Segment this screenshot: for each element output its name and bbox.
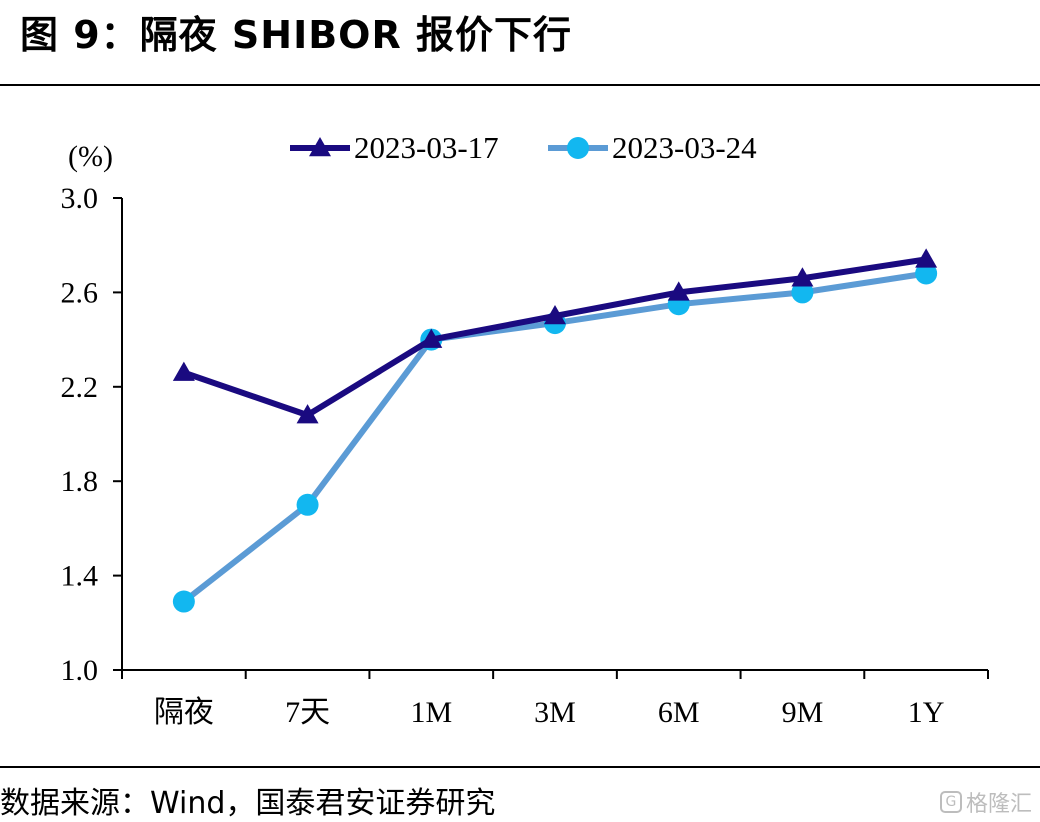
data-point <box>915 262 938 285</box>
y-tick-label: 2.6 <box>61 276 99 309</box>
watermark-text: 格隆汇 <box>965 792 1032 817</box>
x-tick-label: 6M <box>658 696 700 729</box>
x-tick-label: 7天 <box>285 696 330 729</box>
data-point <box>791 267 814 287</box>
y-axis-label: (%) <box>68 140 113 173</box>
data-point <box>915 248 938 268</box>
watermark: G 格隆汇 <box>939 786 1032 818</box>
legend-label: 2023-03-17 <box>354 130 499 165</box>
top-divider <box>0 84 1040 86</box>
bottom-divider <box>0 766 1040 768</box>
data-point <box>544 305 566 325</box>
chart-title: 图 9：隔夜 SHIBOR 报价下行 <box>20 13 572 57</box>
series-layer <box>172 248 938 613</box>
x-tick-label: 9M <box>782 696 824 729</box>
y-tick-label: 3.0 <box>61 182 99 215</box>
data-point <box>172 361 195 381</box>
legend-label: 2023-03-24 <box>612 130 757 165</box>
data-source: 数据来源：Wind，国泰君安证券研究 <box>0 786 496 821</box>
legend-swatch-marker <box>309 137 331 157</box>
data-point <box>420 328 443 348</box>
series-0 <box>172 248 938 424</box>
x-tick-label: 1M <box>410 696 452 729</box>
series-line <box>182 256 927 419</box>
y-tick-label: 1.0 <box>61 654 99 687</box>
y-tick-label: 1.8 <box>61 465 99 498</box>
watermark-logo-icon: G <box>939 791 962 813</box>
legend-item: 2023-03-24 <box>548 130 757 165</box>
legend: 2023-03-17 2023-03-24 <box>290 130 757 165</box>
data-point <box>791 281 814 304</box>
axes: 1.0 1.4 1.8 2.2 2.6 3.0 隔夜 7天 1M 3M 6M 9M 1Y <box>61 182 989 729</box>
data-point <box>172 590 195 613</box>
x-tick-label: 3M <box>534 696 576 729</box>
data-point <box>296 493 319 516</box>
data-point <box>296 404 319 424</box>
legend-item: 2023-03-17 <box>290 130 499 165</box>
x-tick-label: 隔夜 <box>154 696 214 729</box>
y-tick-label: 1.4 <box>61 560 99 593</box>
x-tick-label: 1Y <box>908 696 945 729</box>
y-tick-label: 2.2 <box>61 371 99 404</box>
legend-swatch-marker <box>567 137 589 159</box>
line-chart: 2023-03-17 2023-03-24 (%) 1.0 1.4 1.8 2.2 2.6… <box>61 130 989 729</box>
data-point <box>667 281 690 301</box>
